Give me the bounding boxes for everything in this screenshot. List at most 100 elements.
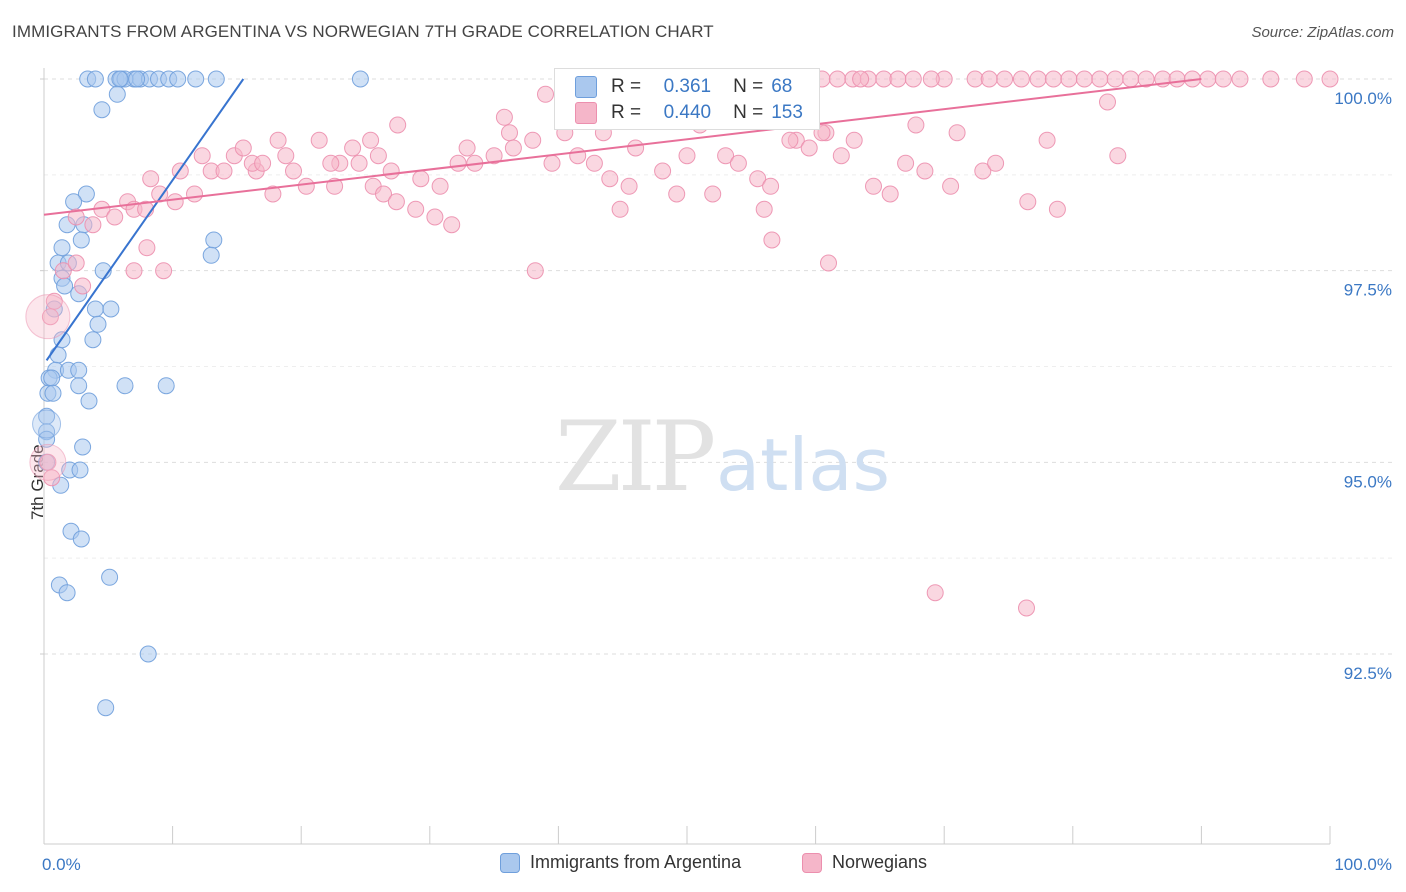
data-point [974, 162, 992, 180]
data-point [102, 300, 120, 318]
data-point [56, 277, 74, 295]
data-point [142, 170, 160, 188]
y-tick-label: 92.5% [1344, 664, 1392, 683]
data-point [84, 331, 102, 349]
data-point [762, 177, 780, 195]
data-point [205, 231, 223, 249]
data-point [74, 277, 92, 295]
data-point [449, 154, 467, 172]
data-point [1018, 599, 1035, 617]
data-point [678, 147, 696, 165]
data-point [800, 139, 818, 157]
data-point [980, 70, 998, 88]
data-point [369, 147, 387, 165]
data-point [412, 170, 430, 188]
watermark: ZIP atlas [555, 401, 890, 513]
data-point [67, 208, 85, 226]
data-point [543, 154, 561, 172]
data-point [71, 461, 89, 479]
data-point [86, 300, 104, 318]
stats-row-argentina: R = 0.361 N = 68 [575, 75, 792, 99]
watermark-atlas: atlas [716, 423, 890, 507]
data-point [351, 70, 369, 88]
legend-item-norwegians[interactable]: Norwegians [802, 852, 927, 873]
data-point [729, 154, 747, 172]
data-point [382, 162, 400, 180]
series-layer [25, 70, 1339, 717]
data-point [966, 70, 984, 88]
data-point [202, 246, 220, 264]
data-point [889, 70, 907, 88]
data-point [620, 177, 638, 195]
data-point [43, 469, 61, 487]
series-argentina [38, 70, 369, 717]
data-point [65, 193, 83, 211]
data-point [106, 208, 124, 226]
legend-label-argentina: Immigrants from Argentina [530, 852, 742, 872]
data-point [1060, 70, 1078, 88]
data-point [74, 438, 92, 456]
data-point [897, 154, 915, 172]
data-point [326, 177, 344, 195]
data-point [627, 139, 645, 157]
chart-source: Source: ZipAtlas.com [1251, 24, 1394, 41]
tick-labels: 92.5% 95.0% 97.5% 100.0% 0.0% 100.0% [42, 89, 1392, 874]
data-point [407, 200, 425, 218]
data-point [108, 85, 126, 103]
data-point [907, 116, 925, 134]
data-point [832, 147, 850, 165]
stats-n-label: N = [733, 102, 764, 123]
data-point [375, 185, 392, 203]
data-point [84, 216, 102, 234]
data-point [1045, 70, 1062, 88]
data-point [904, 70, 922, 88]
stats-swatch-norwegians [575, 102, 597, 124]
data-point [1168, 70, 1186, 88]
stats-r-label: R = [611, 102, 642, 123]
data-point [504, 139, 522, 157]
data-point [38, 430, 56, 448]
data-point [881, 185, 899, 203]
y-tick-label: 95.0% [1344, 472, 1392, 491]
data-point [86, 70, 104, 88]
data-point [234, 139, 252, 157]
stats-legend-box: R = 0.361 N = 68 R = 0.440 N = 153 [554, 68, 820, 130]
data-point [717, 147, 735, 165]
data-point [77, 185, 95, 203]
data-point [987, 154, 1005, 172]
data-point [116, 377, 134, 395]
data-point [501, 124, 518, 142]
data-point [277, 147, 295, 165]
data-point [426, 208, 444, 226]
data-point [704, 185, 722, 203]
data-point [526, 262, 544, 280]
data-point [111, 70, 129, 88]
data-point [70, 361, 88, 379]
data-point [829, 70, 846, 88]
data-point [193, 147, 211, 165]
data-point [54, 262, 72, 280]
stats-n-value: 68 [771, 76, 793, 97]
data-point [1048, 200, 1066, 218]
data-point [458, 139, 476, 157]
data-point [322, 154, 340, 172]
data-point [495, 108, 513, 126]
data-point [755, 200, 773, 218]
legend-item-argentina[interactable]: Immigrants from Argentina [500, 852, 741, 873]
stats-r-value: 0.440 [663, 102, 712, 123]
data-point [169, 70, 187, 88]
stats-swatch-argentina [575, 76, 597, 98]
data-point [215, 162, 233, 180]
data-point [1214, 70, 1232, 88]
data-point [72, 530, 90, 548]
data-point-large [25, 294, 71, 340]
x-tick-label: 100.0% [1334, 855, 1392, 874]
data-point [996, 70, 1014, 88]
data-point [845, 131, 863, 149]
data-point [101, 568, 119, 586]
data-point [254, 154, 272, 172]
stats-r-label: R = [611, 76, 642, 97]
stats-n-value: 153 [771, 102, 803, 123]
data-point [310, 131, 328, 149]
